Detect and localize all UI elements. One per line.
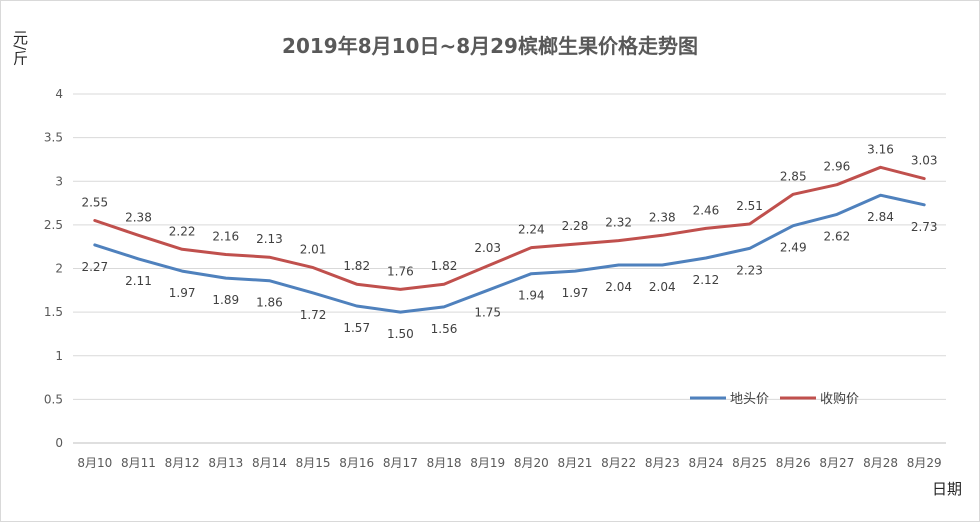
data-label: 2.49 (780, 241, 807, 255)
data-label: 1.50 (387, 327, 414, 341)
x-tick-label: 8月25 (732, 456, 767, 470)
data-label: 2.23 (736, 263, 763, 277)
y-tick-label: 1.5 (44, 305, 63, 319)
x-tick-label: 8月28 (863, 456, 898, 470)
x-tick-label: 8月10 (77, 456, 112, 470)
data-label: 3.16 (867, 142, 894, 156)
data-label: 3.03 (911, 154, 938, 168)
data-label: 2.62 (824, 229, 851, 243)
x-tick-label: 8月23 (645, 456, 680, 470)
data-label: 2.22 (169, 224, 196, 238)
data-label: 2.55 (81, 196, 108, 210)
x-tick-label: 8月13 (208, 456, 243, 470)
data-label: 2.84 (867, 210, 894, 224)
x-tick-label: 8月12 (165, 456, 200, 470)
y-tick-label: 0.5 (44, 392, 63, 406)
series-lines (93, 165, 926, 314)
data-label: 2.03 (474, 241, 501, 255)
data-label: 1.94 (518, 289, 545, 303)
data-label: 1.89 (212, 293, 239, 307)
data-label: 1.97 (169, 286, 196, 300)
x-tick-label: 8月21 (558, 456, 593, 470)
data-label: 1.97 (562, 286, 589, 300)
data-label: 2.38 (125, 210, 152, 224)
x-tick-label: 8月26 (776, 456, 811, 470)
data-label: 1.82 (343, 259, 370, 273)
data-label: 2.51 (736, 199, 763, 213)
data-label: 2.01 (300, 243, 327, 257)
chart-title: 2019年8月10日~8月29槟榔生果价格走势图 (282, 34, 698, 58)
x-tick-label: 8月14 (252, 456, 287, 470)
data-labels: 2.27 2.11 1.97 1.89 1.86 1.72 1.57 1.50 1.56 1.75… (81, 142, 937, 341)
data-label: 2.04 (605, 280, 632, 294)
data-label: 2.13 (256, 232, 283, 246)
data-label: 2.27 (81, 260, 108, 274)
x-tick-labels: 8月10 8月11 8月12 8月13 8月14 8月15 8月16 8月17 8月18 8月19… (77, 456, 941, 470)
y-tick-label: 4 (55, 87, 63, 101)
data-label: 1.75 (474, 305, 501, 319)
data-label: 2.16 (212, 230, 239, 244)
legend-entry: 地头价 (730, 392, 769, 407)
x-tick-label: 8月17 (383, 456, 418, 470)
data-label: 2.85 (780, 169, 807, 183)
data-label: 2.73 (911, 220, 938, 234)
data-label: 2.11 (125, 274, 152, 288)
x-tick-label: 8月29 (907, 456, 942, 470)
series-line-purchase (93, 165, 926, 291)
data-label: 2.12 (693, 273, 720, 287)
data-label: 1.76 (387, 264, 414, 278)
x-tick-label: 8月22 (601, 456, 636, 470)
y-tick-labels: 0 0.5 1 1.5 2 2.5 3 3.5 4 (44, 87, 63, 450)
y-tick-label: 3.5 (44, 131, 63, 145)
x-tick-label: 8月15 (296, 456, 331, 470)
data-label: 2.38 (649, 210, 676, 224)
x-tick-label: 8月16 (339, 456, 374, 470)
x-tick-label: 8月18 (427, 456, 462, 470)
y-tick-label: 0 (55, 436, 63, 450)
y-tick-label: 3 (55, 174, 63, 188)
data-label: 1.82 (431, 259, 458, 273)
y-axis-label: 元/斤 (11, 30, 29, 66)
series-line-ground (93, 193, 926, 314)
data-label: 2.04 (649, 280, 676, 294)
legend: 地头价 收购价 (690, 391, 859, 407)
data-label: 2.32 (605, 216, 632, 230)
x-tick-label: 8月20 (514, 456, 549, 470)
y-tick-label: 1 (55, 349, 63, 363)
data-label: 2.46 (693, 203, 720, 217)
data-label: 1.86 (256, 296, 283, 310)
data-label: 1.56 (431, 322, 458, 336)
x-tick-label: 8月24 (688, 456, 723, 470)
y-tick-label: 2.5 (44, 218, 63, 232)
x-tick-label: 8月11 (121, 456, 156, 470)
x-tick-label: 8月19 (470, 456, 505, 470)
y-tick-label: 2 (55, 262, 63, 276)
x-axis-label: 日期 (931, 480, 962, 498)
data-label: 2.28 (562, 219, 589, 233)
data-label: 1.72 (300, 308, 327, 322)
legend-entry: 收购价 (820, 391, 859, 407)
gridlines (73, 93, 946, 444)
data-label: 1.57 (343, 321, 370, 335)
data-label: 2.96 (824, 160, 851, 174)
x-tick-label: 8月27 (819, 456, 854, 470)
data-label: 2.24 (518, 223, 545, 237)
